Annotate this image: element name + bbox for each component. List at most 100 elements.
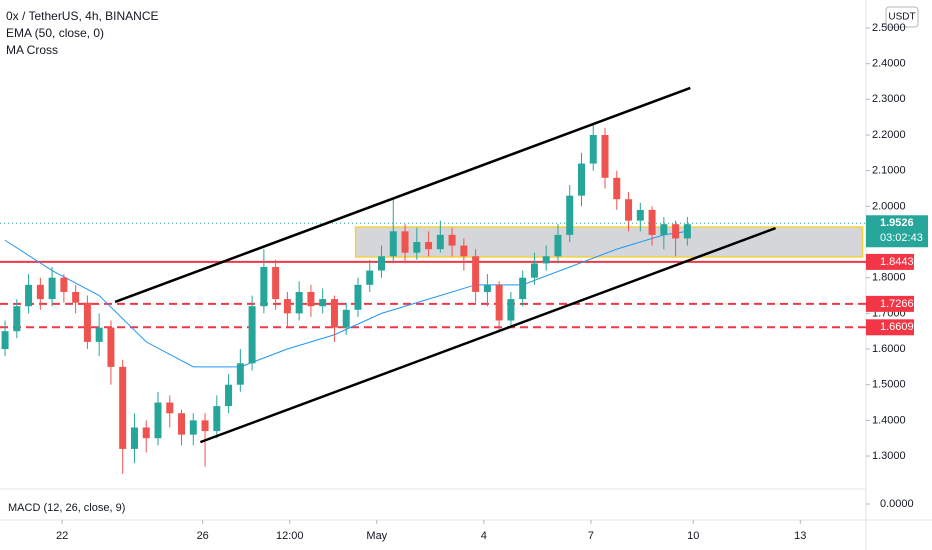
y-tick-label: 2.2000 bbox=[872, 129, 906, 141]
y-tick-label: 2.5000 bbox=[872, 22, 906, 34]
candle-body bbox=[36, 284, 44, 300]
candle-body bbox=[566, 195, 574, 235]
candle-body bbox=[330, 299, 338, 328]
candle-body bbox=[389, 231, 397, 257]
y-tick-label: 2.0000 bbox=[872, 200, 906, 212]
y-tick-label: 1.5000 bbox=[872, 379, 906, 391]
candle-body bbox=[542, 256, 550, 264]
candle-body bbox=[72, 291, 80, 303]
y-tick-label: 2.3000 bbox=[872, 93, 906, 105]
candle-body bbox=[366, 270, 374, 285]
candle-body bbox=[648, 209, 656, 235]
candle-body bbox=[166, 402, 174, 414]
candle-body bbox=[530, 263, 538, 278]
candle-body bbox=[248, 306, 256, 364]
candle-body bbox=[448, 234, 456, 246]
price-level-label: 1.8443 bbox=[880, 256, 914, 268]
x-tick-label: 7 bbox=[588, 530, 594, 542]
candle-body bbox=[636, 209, 644, 221]
candle-body bbox=[25, 284, 33, 307]
candle-body bbox=[48, 277, 56, 300]
x-tick-label: 26 bbox=[197, 530, 209, 542]
ema-line bbox=[4, 230, 688, 368]
y-tick-label: 1.4000 bbox=[872, 414, 906, 426]
last-price-label: 1.9526 bbox=[880, 217, 914, 229]
candle-body bbox=[225, 384, 233, 407]
price-level-box bbox=[866, 253, 914, 270]
candle-body bbox=[672, 224, 680, 239]
trendline bbox=[114, 86, 691, 304]
y-tick-label: 1.8000 bbox=[872, 272, 906, 284]
price-level-box bbox=[866, 319, 914, 336]
candle-body bbox=[625, 199, 633, 221]
candle-body bbox=[683, 224, 691, 239]
y-tick-label: 2.4000 bbox=[872, 58, 906, 70]
candle-body bbox=[1, 331, 9, 350]
price-level-label: 1.7266 bbox=[880, 298, 914, 310]
candle-body bbox=[554, 234, 562, 257]
currency-label[interactable]: USDT bbox=[888, 12, 915, 23]
x-tick-label: 22 bbox=[56, 530, 68, 542]
candle-body bbox=[460, 245, 468, 257]
candle-body bbox=[660, 224, 668, 235]
candle-body bbox=[272, 266, 280, 300]
x-tick-label: May bbox=[366, 530, 387, 542]
countdown-label: 03:02:43 bbox=[880, 232, 923, 244]
candle-body bbox=[283, 299, 291, 314]
candle-body bbox=[378, 256, 386, 271]
candle-body bbox=[60, 277, 68, 292]
x-tick-label: 12:00 bbox=[276, 530, 304, 542]
y-tick-label: 1.6000 bbox=[872, 343, 906, 355]
x-tick-label: 13 bbox=[794, 530, 806, 542]
candle-body bbox=[519, 277, 527, 300]
candle-body bbox=[178, 413, 186, 435]
candle-body bbox=[95, 327, 103, 342]
last-price-box bbox=[866, 215, 928, 248]
candle-body bbox=[236, 363, 244, 385]
trendline bbox=[199, 226, 777, 444]
candle-body bbox=[601, 135, 609, 178]
candle-body bbox=[589, 135, 597, 164]
candle-body bbox=[401, 231, 409, 253]
candle-body bbox=[483, 284, 491, 292]
candle-body bbox=[307, 291, 315, 307]
candle-body bbox=[425, 242, 433, 250]
candle-body bbox=[577, 163, 585, 196]
candle-body bbox=[507, 299, 515, 321]
candle-body bbox=[107, 327, 115, 367]
macd-tick-label: 0.0000 bbox=[880, 498, 914, 510]
price-level-label: 1.6609 bbox=[880, 321, 914, 333]
currency-box[interactable] bbox=[885, 6, 919, 28]
y-tick-label: 2.1000 bbox=[872, 165, 906, 177]
candle-body bbox=[342, 309, 350, 328]
candle-body bbox=[142, 427, 150, 439]
candle-body bbox=[295, 291, 303, 314]
candle-body bbox=[119, 366, 127, 449]
candle-body bbox=[154, 402, 162, 439]
indicator-label: EMA (50, close, 0) bbox=[6, 26, 104, 40]
candle-body bbox=[201, 420, 209, 432]
candle-body bbox=[189, 420, 197, 435]
candle-body bbox=[472, 256, 480, 292]
x-tick-label: 4 bbox=[481, 530, 487, 542]
candle-body bbox=[130, 427, 138, 449]
candle-body bbox=[83, 302, 91, 342]
candle-body bbox=[613, 177, 621, 200]
price-level-box bbox=[866, 295, 914, 312]
candle-body bbox=[413, 242, 421, 253]
candle-body bbox=[319, 299, 327, 307]
macd-label: MACD (12, 26, close, 9) bbox=[8, 502, 125, 514]
y-tick-label: 1.3000 bbox=[872, 450, 906, 462]
candle-body bbox=[260, 266, 268, 307]
candle-body bbox=[213, 406, 221, 432]
candle-body bbox=[495, 284, 503, 321]
candle-body bbox=[354, 284, 362, 310]
chart-title: 0x / TetherUS, 4h, BINANCE bbox=[6, 9, 159, 23]
candle-body bbox=[436, 234, 444, 250]
indicator-label: MA Cross bbox=[6, 43, 58, 57]
candle-body bbox=[13, 306, 21, 332]
x-tick-label: 10 bbox=[687, 530, 699, 542]
